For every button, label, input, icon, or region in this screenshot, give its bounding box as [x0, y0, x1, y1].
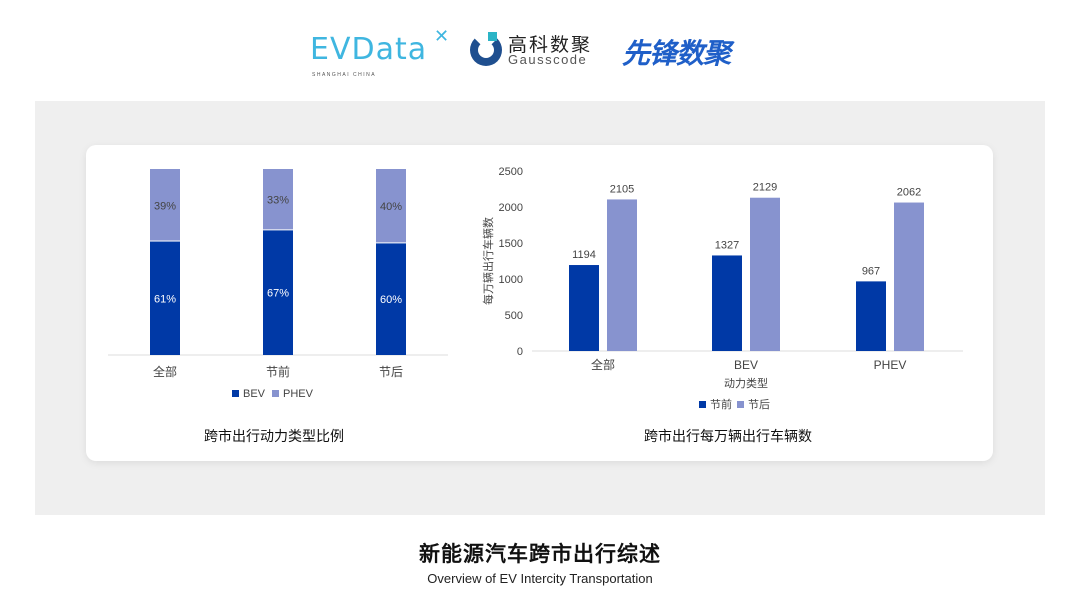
- legend-label: BEV: [243, 388, 266, 400]
- bar-after: [894, 202, 924, 351]
- bar-phev: [376, 169, 406, 243]
- data-label: 60%: [380, 294, 402, 306]
- bar-after: [607, 199, 637, 351]
- x-tick-label: PHEV: [874, 358, 907, 372]
- data-label: 39%: [154, 200, 176, 212]
- data-label: 967: [862, 265, 880, 277]
- legend-swatch-phev: [272, 390, 279, 397]
- x-axis-label: 动力类型: [724, 376, 768, 390]
- page-subtitle: Overview of EV Intercity Transportation: [427, 571, 653, 586]
- y-tick-label: 0: [517, 346, 523, 358]
- bar-phev: [263, 169, 293, 230]
- xianfeng-logo: 先锋数聚: [622, 38, 731, 69]
- y-tick-label: 1500: [499, 238, 523, 250]
- legend-label: PHEV: [283, 388, 314, 400]
- x-tick-label: 节后: [379, 365, 403, 379]
- data-label: 1327: [715, 239, 739, 251]
- data-label: 40%: [380, 201, 402, 213]
- x-tick-label: 全部: [153, 364, 177, 379]
- data-label: 67%: [267, 288, 289, 300]
- bar-phev: [150, 169, 180, 241]
- data-label: 33%: [267, 195, 289, 207]
- x-tick-label: 全部: [591, 357, 615, 372]
- x-tick-label: 节前: [266, 364, 290, 379]
- data-label: 2105: [610, 183, 634, 195]
- evdata-logo: EVData ✕ SHANGHAI CHINA: [310, 26, 450, 78]
- bar-before: [856, 281, 886, 351]
- chart-title: 跨市出行每万辆出行车辆数: [644, 428, 812, 444]
- bar-bev: [263, 230, 293, 355]
- x-tick-label: BEV: [734, 358, 758, 372]
- legend-swatch-bev: [232, 390, 239, 397]
- data-label: 61%: [154, 293, 176, 305]
- bar-bev: [150, 241, 180, 355]
- bar-after: [750, 197, 780, 351]
- bar-before: [569, 265, 599, 351]
- logos: EVData ✕ SHANGHAI CHINA 高科数聚 Gausscode 先锋数…: [310, 26, 731, 78]
- chart-title: 跨市出行动力类型比例: [204, 428, 344, 444]
- data-label: 2129: [753, 182, 777, 194]
- y-tick-label: 2500: [499, 166, 523, 178]
- legend-label: 节前: [710, 397, 732, 411]
- chart-card: [86, 145, 993, 461]
- legend-swatch-after: [737, 401, 744, 408]
- legend-swatch-before: [699, 401, 706, 408]
- bar-before: [712, 255, 742, 351]
- data-label: 1194: [572, 249, 596, 261]
- y-tick-label: 1000: [499, 274, 523, 286]
- y-tick-label: 2000: [499, 202, 523, 214]
- y-axis-label: 每万辆出行车辆数: [481, 217, 495, 305]
- data-label: 2062: [897, 187, 921, 199]
- bar-bev: [376, 243, 406, 355]
- page-title: 新能源汽车跨市出行综述: [419, 543, 661, 566]
- y-tick-label: 500: [505, 310, 523, 322]
- legend-label: 节后: [748, 398, 770, 411]
